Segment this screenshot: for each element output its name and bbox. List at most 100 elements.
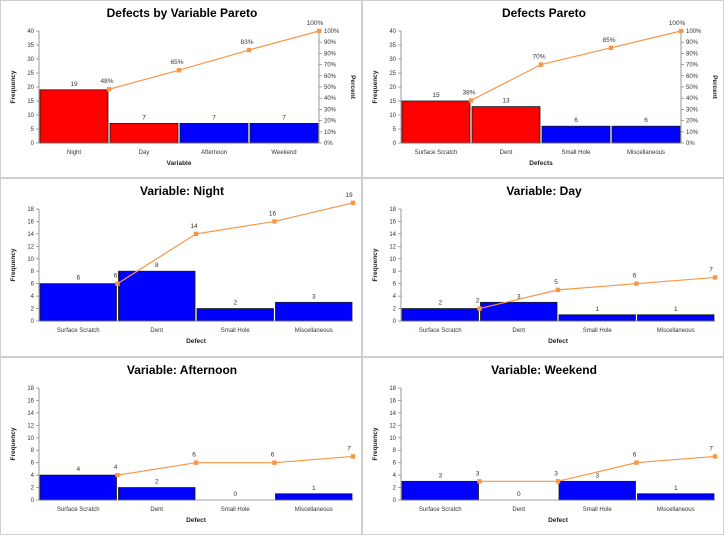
y-tick-label: 10: [389, 113, 396, 119]
cumulative-label: 2: [476, 298, 480, 305]
chart-svg: Defects by Variable Pareto 0 5 10 15 20 25 30 35…: [10, 6, 356, 167]
x-tick-label: Weekend: [271, 150, 296, 156]
cumulative-label: 70%: [532, 54, 545, 61]
y-tick-label: 40: [389, 29, 396, 35]
y-tick-label: 2: [393, 307, 397, 313]
y2-tick-label: 0%: [324, 141, 333, 147]
y-axis-label: Frequency: [372, 427, 379, 460]
cumulative-point: [193, 231, 199, 237]
cumulative-point: [115, 472, 120, 478]
cumulative-line: [479, 455, 716, 482]
y2-tick-label: 70%: [324, 63, 337, 69]
x-tick-label: Dent: [512, 507, 525, 513]
bar-value-label: 6: [574, 117, 578, 124]
cumulative-point: [193, 460, 199, 465]
x-tick-label: Surface Scratch: [419, 328, 462, 334]
y-tick-label: 0: [31, 141, 35, 147]
x-tick-label: Small Hole: [583, 328, 613, 334]
cumulative-label: 3: [476, 470, 480, 477]
y-tick-label: 0: [31, 319, 35, 325]
y-tick-label: 16: [27, 398, 34, 404]
bar: [275, 493, 353, 501]
bar-value-label: 7: [212, 114, 216, 121]
y-tick-label: 8: [393, 448, 397, 454]
y-axis-label: Frequency: [10, 70, 17, 103]
bar-value-label: 2: [155, 479, 159, 486]
bar-value-label: 1: [674, 485, 678, 492]
cumulative-point: [712, 275, 718, 280]
y-tick-label: 30: [27, 57, 34, 63]
chart-title: Variable: Afternoon: [127, 363, 237, 377]
y-tick-label: 4: [393, 473, 397, 479]
cumulative-label: 4: [114, 464, 118, 471]
y2-tick-label: 10%: [324, 130, 337, 136]
cumulative-point: [608, 45, 614, 50]
bar: [541, 125, 611, 144]
x-axis-label: Defect: [548, 517, 569, 524]
cumulative-label: 16: [269, 210, 277, 217]
x-tick-label: Surface Scratch: [57, 507, 100, 513]
y-tick-label: 8: [31, 448, 35, 454]
cumulative-point: [634, 460, 639, 465]
y-tick-label: 14: [389, 232, 396, 238]
bar-value-label: 19: [70, 81, 78, 88]
x-axis-label: Defect: [186, 338, 207, 345]
y-tick-label: 10: [27, 113, 34, 119]
y2-tick-label: 20%: [324, 119, 337, 125]
y2-tick-label: 60%: [686, 74, 699, 80]
x-axis-label: Defect: [548, 338, 569, 345]
bar: [196, 308, 274, 322]
y2-tick-label: 100%: [324, 29, 340, 35]
x-axis-label: Defects: [529, 160, 553, 167]
y-tick-label: 14: [27, 411, 34, 417]
y-tick-label: 35: [27, 43, 34, 49]
y-tick-label: 10: [389, 257, 396, 263]
y-tick-label: 14: [389, 411, 396, 417]
y-tick-label: 2: [31, 307, 35, 313]
y-tick-label: 10: [389, 436, 396, 442]
chart-defects-by-variable-pareto: Defects by Variable Pareto 0 5 10 15 20 25 30 35…: [0, 0, 362, 178]
y2-tick-label: 80%: [686, 51, 699, 57]
bar-value-label: 1: [312, 485, 316, 492]
x-axis-label: Defect: [186, 517, 207, 524]
y-tick-label: 12: [389, 423, 396, 429]
x-tick-label: Dent: [512, 328, 525, 334]
cumulative-label: 7: [709, 445, 713, 452]
cumulative-label: 100%: [669, 20, 686, 27]
cumulative-label: 3: [554, 470, 558, 477]
bar: [118, 487, 196, 501]
chart-title: Defects Pareto: [502, 6, 586, 20]
y-tick-label: 8: [31, 269, 35, 275]
cumulative-label: 65%: [170, 59, 183, 66]
y2-tick-label: 60%: [324, 74, 337, 80]
bar: [249, 123, 319, 144]
y2-tick-label: 20%: [686, 119, 699, 125]
chart-title: Variable: Weekend: [491, 363, 597, 377]
bar: [179, 123, 249, 144]
y-tick-label: 18: [389, 207, 396, 213]
y-tick-label: 20: [389, 85, 396, 91]
y2-tick-label: 30%: [686, 107, 699, 113]
chart-svg: Defects Pareto 0 5 10 15 20 25 30 35 40 0% 10% 20% 30…: [372, 6, 718, 167]
cumulative-label: 100%: [307, 20, 324, 27]
cumulative-line: [470, 30, 682, 101]
cumulative-label: 6: [114, 273, 118, 280]
bar: [401, 100, 471, 144]
bar-value-label: 8: [155, 262, 159, 269]
bar: [471, 106, 541, 144]
cumulative-point: [272, 219, 277, 224]
y-tick-label: 2: [393, 486, 397, 492]
chart-title: Variable: Night: [140, 184, 224, 198]
y-tick-label: 12: [389, 244, 396, 250]
y2-tick-label: 30%: [324, 107, 337, 113]
cumulative-line: [117, 202, 354, 285]
chart-svg: Variable: Night 0 2 4 6 8 10 12 14 16 18 6 Surface S…: [10, 184, 356, 345]
cumulative-point: [350, 454, 356, 459]
bar-value-label: 7: [142, 114, 146, 121]
cumulative-label: 48%: [100, 78, 113, 85]
cumulative-label: 6: [633, 452, 637, 459]
x-tick-label: Small Hole: [221, 328, 251, 334]
bar: [637, 314, 715, 322]
bar: [118, 270, 196, 322]
